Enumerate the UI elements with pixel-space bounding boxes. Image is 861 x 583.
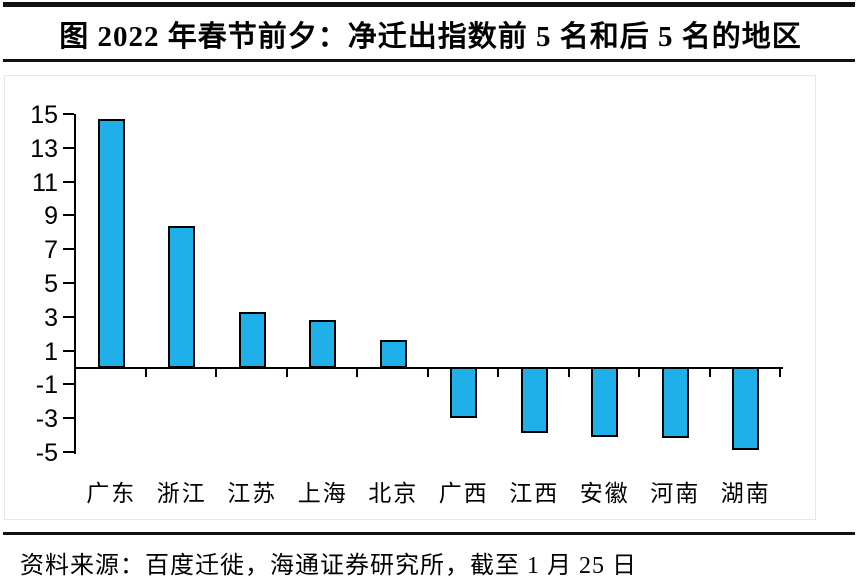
y-tick xyxy=(63,417,74,420)
x-tick xyxy=(567,367,570,377)
x-category-label: 湖南 xyxy=(720,481,771,506)
y-tick-label: 13 xyxy=(30,134,58,163)
y-tick-label: 5 xyxy=(44,270,58,298)
x-tick xyxy=(144,367,147,377)
source-note: 资料来源：百度迁徙，海通证券研究所，截至 1 月 25 日 xyxy=(20,553,637,579)
y-tick-label: -1 xyxy=(35,371,58,400)
bar xyxy=(168,225,196,369)
y-tick xyxy=(63,451,74,453)
y-tick xyxy=(63,248,74,251)
y-tick-label: -3 xyxy=(35,405,58,434)
y-tick-label: 11 xyxy=(32,168,58,197)
x-tick xyxy=(708,367,711,377)
y-tick xyxy=(63,383,74,386)
x-tick xyxy=(285,367,288,377)
y-tick xyxy=(63,180,74,183)
x-tick xyxy=(215,367,217,377)
y-tick xyxy=(63,315,74,318)
top-rule xyxy=(3,2,855,7)
bar xyxy=(591,366,619,437)
x-category-label: 广西 xyxy=(438,481,489,506)
bar xyxy=(379,340,407,369)
x-category-label: 广东 xyxy=(86,481,137,506)
x-category-label: 安徽 xyxy=(579,481,630,506)
bar xyxy=(520,366,548,434)
y-tick-label: 9 xyxy=(44,202,58,231)
bar xyxy=(309,320,337,369)
bar xyxy=(450,366,478,419)
header-rule xyxy=(3,59,855,62)
x-tick xyxy=(356,367,358,377)
y-tick-label: 3 xyxy=(44,303,58,332)
x-axis-line xyxy=(74,366,783,369)
y-tick xyxy=(63,282,74,284)
x-tick xyxy=(426,367,429,377)
x-category-label: 江西 xyxy=(509,481,560,506)
y-tick-label: 7 xyxy=(44,236,58,265)
y-tick xyxy=(63,349,74,352)
bar xyxy=(732,366,760,451)
y-tick xyxy=(63,214,74,217)
y-tick-label: 1 xyxy=(44,337,58,366)
plot-area: 15 13 11 9 7 5 3 1 -1 -3 -5 广东 浙江 江苏 上海 北京 广西 江西 安徽 河南 湖南 xyxy=(5,76,815,519)
x-category-label: 北京 xyxy=(368,481,419,506)
x-category-label: 浙江 xyxy=(156,481,207,506)
x-category-label: 河南 xyxy=(650,481,701,506)
x-tick xyxy=(638,367,640,377)
x-tick xyxy=(497,367,499,377)
y-tick-label: 15 xyxy=(30,101,58,129)
bar xyxy=(97,119,125,369)
y-tick xyxy=(63,113,74,115)
y-axis-line xyxy=(74,114,76,454)
y-tick xyxy=(63,146,74,149)
bar xyxy=(238,311,266,369)
bar xyxy=(661,366,689,439)
x-category-label: 江苏 xyxy=(227,481,278,506)
x-category-label: 上海 xyxy=(297,481,348,506)
y-tick-label: -5 xyxy=(35,439,58,467)
chart-title: 图 2022 年春节前夕：净迁出指数前 5 名和后 5 名的地区 xyxy=(59,21,802,53)
bottom-rule xyxy=(3,532,855,535)
x-tick xyxy=(779,367,781,377)
chart-panel: 15 13 11 9 7 5 3 1 -1 -3 -5 广东 浙江 江苏 上海 北京 广西 江西 安徽 河南 湖南 xyxy=(4,75,816,520)
